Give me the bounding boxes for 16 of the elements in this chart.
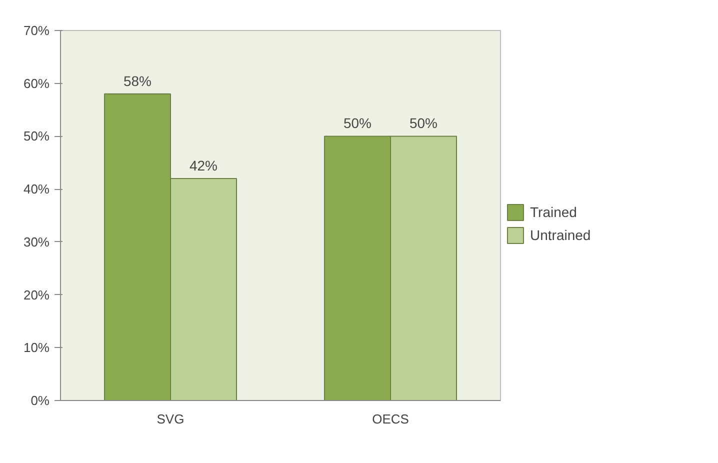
data-label: 42% xyxy=(189,158,218,174)
legend-label: Trained xyxy=(530,204,577,220)
legend-label: Untrained xyxy=(530,227,591,243)
x-tick-label: OECS xyxy=(372,412,410,426)
y-tick-label: 50% xyxy=(23,128,50,144)
y-tick-label: 20% xyxy=(23,287,50,302)
data-label: 58% xyxy=(123,72,152,89)
y-tick-label: 0% xyxy=(30,393,50,408)
y-tick-label: 10% xyxy=(23,340,50,356)
y-tick-label: 40% xyxy=(23,182,50,197)
y-tick-label: 60% xyxy=(23,76,50,91)
y-tick-label: 30% xyxy=(23,234,50,250)
data-label: 50% xyxy=(343,115,372,132)
y-tick-label: 70% xyxy=(23,23,50,38)
x-tick-label: SVG xyxy=(156,412,184,426)
data-label: 50% xyxy=(409,115,438,132)
